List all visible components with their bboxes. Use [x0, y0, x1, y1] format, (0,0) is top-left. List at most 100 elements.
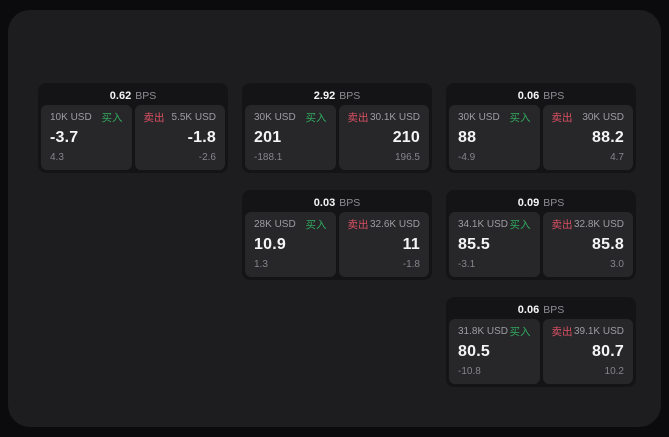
buy-size-label: 30K USD: [458, 112, 500, 123]
sell-panel[interactable]: 卖出 32.8K USD 85.8 3.0: [542, 212, 633, 277]
buy-sub-value: 1.3: [254, 259, 268, 270]
sell-price-value: 88.2: [592, 129, 624, 146]
sell-action-label: 卖出: [551, 326, 573, 338]
sell-sub-value: 3.0: [610, 259, 624, 270]
card-body: 28K USD 买入 10.9 1.3 卖出 32.6K USD 11 -1.8: [245, 212, 429, 277]
bps-value: 0.03: [313, 196, 336, 209]
buy-panel[interactable]: 34.1K USD 买入 85.5 -3.1: [449, 212, 540, 277]
buy-action-label: 买入: [305, 219, 327, 231]
buy-sub-value: -10.8: [458, 366, 481, 377]
card-header: 0.06 BPS: [449, 300, 633, 319]
buy-size-label: 28K USD: [254, 219, 296, 230]
quote-card: 0.62 BPS 10K USD 买入 -3.7 4.3 卖出 5.5K USD…: [38, 83, 228, 173]
sell-panel-header: 卖出 39.1K USD: [552, 326, 625, 338]
bps-value: 0.06: [517, 303, 540, 316]
bps-value: 0.62: [109, 89, 132, 102]
buy-panel-header: 30K USD 买入: [254, 112, 327, 124]
card-body: 30K USD 买入 201 -188.1 卖出 30.1K USD 210 1…: [245, 105, 429, 170]
sell-panel[interactable]: 卖出 32.6K USD 11 -1.8: [338, 212, 429, 277]
bps-unit-label: BPS: [339, 196, 361, 209]
sell-price-value: 85.8: [592, 236, 624, 253]
main-panel: 0.62 BPS 10K USD 买入 -3.7 4.3 卖出 5.5K USD…: [8, 10, 661, 427]
buy-size-label: 30K USD: [254, 112, 296, 123]
sell-action-label: 卖出: [347, 219, 369, 231]
sell-panel[interactable]: 卖出 39.1K USD 80.7 10.2: [542, 319, 633, 384]
sell-price-value: 210: [392, 129, 420, 146]
card-body: 34.1K USD 买入 85.5 -3.1 卖出 32.8K USD 85.8…: [449, 212, 633, 277]
buy-size-label: 10K USD: [50, 112, 92, 123]
card-body: 10K USD 买入 -3.7 4.3 卖出 5.5K USD -1.8 -2.…: [41, 105, 225, 170]
sell-size-label: 32.8K USD: [573, 219, 624, 230]
sell-action-label: 卖出: [551, 219, 573, 231]
buy-action-label: 买入: [509, 326, 531, 338]
sell-panel-header: 卖出 30.1K USD: [348, 112, 421, 124]
buy-panel-header: 28K USD 买入: [254, 219, 327, 231]
buy-price-value: 80.5: [458, 343, 490, 360]
sell-size-label: 5.5K USD: [171, 112, 216, 123]
sell-price-value: -1.8: [187, 129, 216, 146]
buy-panel[interactable]: 30K USD 买入 201 -188.1: [245, 105, 336, 170]
sell-panel[interactable]: 卖出 30K USD 88.2 4.7: [542, 105, 633, 170]
sell-sub-value: -2.6: [198, 152, 216, 163]
sell-panel-header: 卖出 30K USD: [552, 112, 625, 124]
buy-panel-header: 31.8K USD 买入: [458, 326, 531, 338]
sell-action-label: 卖出: [143, 112, 165, 124]
sell-size-label: 30K USD: [582, 112, 624, 123]
buy-sub-value: -4.9: [458, 152, 476, 163]
buy-sub-value: -188.1: [254, 152, 283, 163]
quote-card: 0.09 BPS 34.1K USD 买入 85.5 -3.1 卖出 32.8K…: [446, 190, 636, 280]
cards-grid: 0.62 BPS 10K USD 买入 -3.7 4.3 卖出 5.5K USD…: [38, 83, 636, 387]
buy-size-label: 34.1K USD: [458, 219, 509, 230]
buy-panel[interactable]: 10K USD 买入 -3.7 4.3: [41, 105, 132, 170]
buy-panel-header: 10K USD 买入: [50, 112, 123, 124]
card-body: 30K USD 买入 88 -4.9 卖出 30K USD 88.2 4.7: [449, 105, 633, 170]
sell-sub-value: 10.2: [604, 366, 624, 377]
sell-sub-value: 196.5: [394, 152, 420, 163]
sell-action-label: 卖出: [347, 112, 369, 124]
buy-price-value: -3.7: [50, 129, 79, 146]
bps-unit-label: BPS: [135, 89, 157, 102]
buy-action-label: 买入: [305, 112, 327, 124]
quote-card: 0.06 BPS 30K USD 买入 88 -4.9 卖出 30K USD 8…: [446, 83, 636, 173]
bps-value: 2.92: [313, 89, 336, 102]
card-header: 0.03 BPS: [245, 193, 429, 212]
buy-panel[interactable]: 28K USD 买入 10.9 1.3: [245, 212, 336, 277]
sell-sub-value: 4.7: [610, 152, 624, 163]
bps-unit-label: BPS: [543, 89, 565, 102]
buy-panel-header: 30K USD 买入: [458, 112, 531, 124]
sell-panel-header: 卖出 32.8K USD: [552, 219, 625, 231]
sell-size-label: 32.6K USD: [369, 219, 420, 230]
card-header: 2.92 BPS: [245, 86, 429, 105]
sell-panel[interactable]: 卖出 30.1K USD 210 196.5: [338, 105, 429, 170]
quote-card: 2.92 BPS 30K USD 买入 201 -188.1 卖出 30.1K …: [242, 83, 432, 173]
sell-sub-value: -1.8: [402, 259, 420, 270]
card-header: 0.06 BPS: [449, 86, 633, 105]
sell-size-label: 39.1K USD: [573, 326, 624, 337]
buy-action-label: 买入: [509, 219, 531, 231]
card-header: 0.62 BPS: [41, 86, 225, 105]
quote-card: 0.03 BPS 28K USD 买入 10.9 1.3 卖出 32.6K US…: [242, 190, 432, 280]
buy-sub-value: 4.3: [50, 152, 64, 163]
buy-panel[interactable]: 31.8K USD 买入 80.5 -10.8: [449, 319, 540, 384]
sell-price-value: 80.7: [592, 343, 624, 360]
card-header: 0.09 BPS: [449, 193, 633, 212]
sell-size-label: 30.1K USD: [369, 112, 420, 123]
bps-unit-label: BPS: [543, 196, 565, 209]
sell-panel-header: 卖出 32.6K USD: [348, 219, 421, 231]
buy-action-label: 买入: [509, 112, 531, 124]
sell-panel[interactable]: 卖出 5.5K USD -1.8 -2.6: [134, 105, 225, 170]
bps-value: 0.09: [517, 196, 540, 209]
bps-value: 0.06: [517, 89, 540, 102]
buy-price-value: 10.9: [254, 236, 286, 253]
buy-price-value: 85.5: [458, 236, 490, 253]
bps-unit-label: BPS: [543, 303, 565, 316]
buy-size-label: 31.8K USD: [458, 326, 509, 337]
buy-panel[interactable]: 30K USD 买入 88 -4.9: [449, 105, 540, 170]
buy-panel-header: 34.1K USD 买入: [458, 219, 531, 231]
sell-panel-header: 卖出 5.5K USD: [144, 112, 217, 124]
buy-price-value: 88: [458, 129, 477, 146]
quote-card: 0.06 BPS 31.8K USD 买入 80.5 -10.8 卖出 39.1…: [446, 297, 636, 387]
bps-unit-label: BPS: [339, 89, 361, 102]
buy-action-label: 买入: [101, 112, 123, 124]
buy-price-value: 201: [254, 129, 282, 146]
